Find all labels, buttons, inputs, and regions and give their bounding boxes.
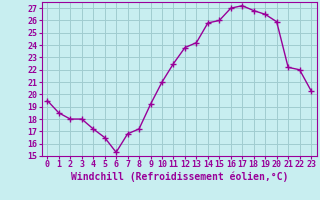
X-axis label: Windchill (Refroidissement éolien,°C): Windchill (Refroidissement éolien,°C): [70, 172, 288, 182]
